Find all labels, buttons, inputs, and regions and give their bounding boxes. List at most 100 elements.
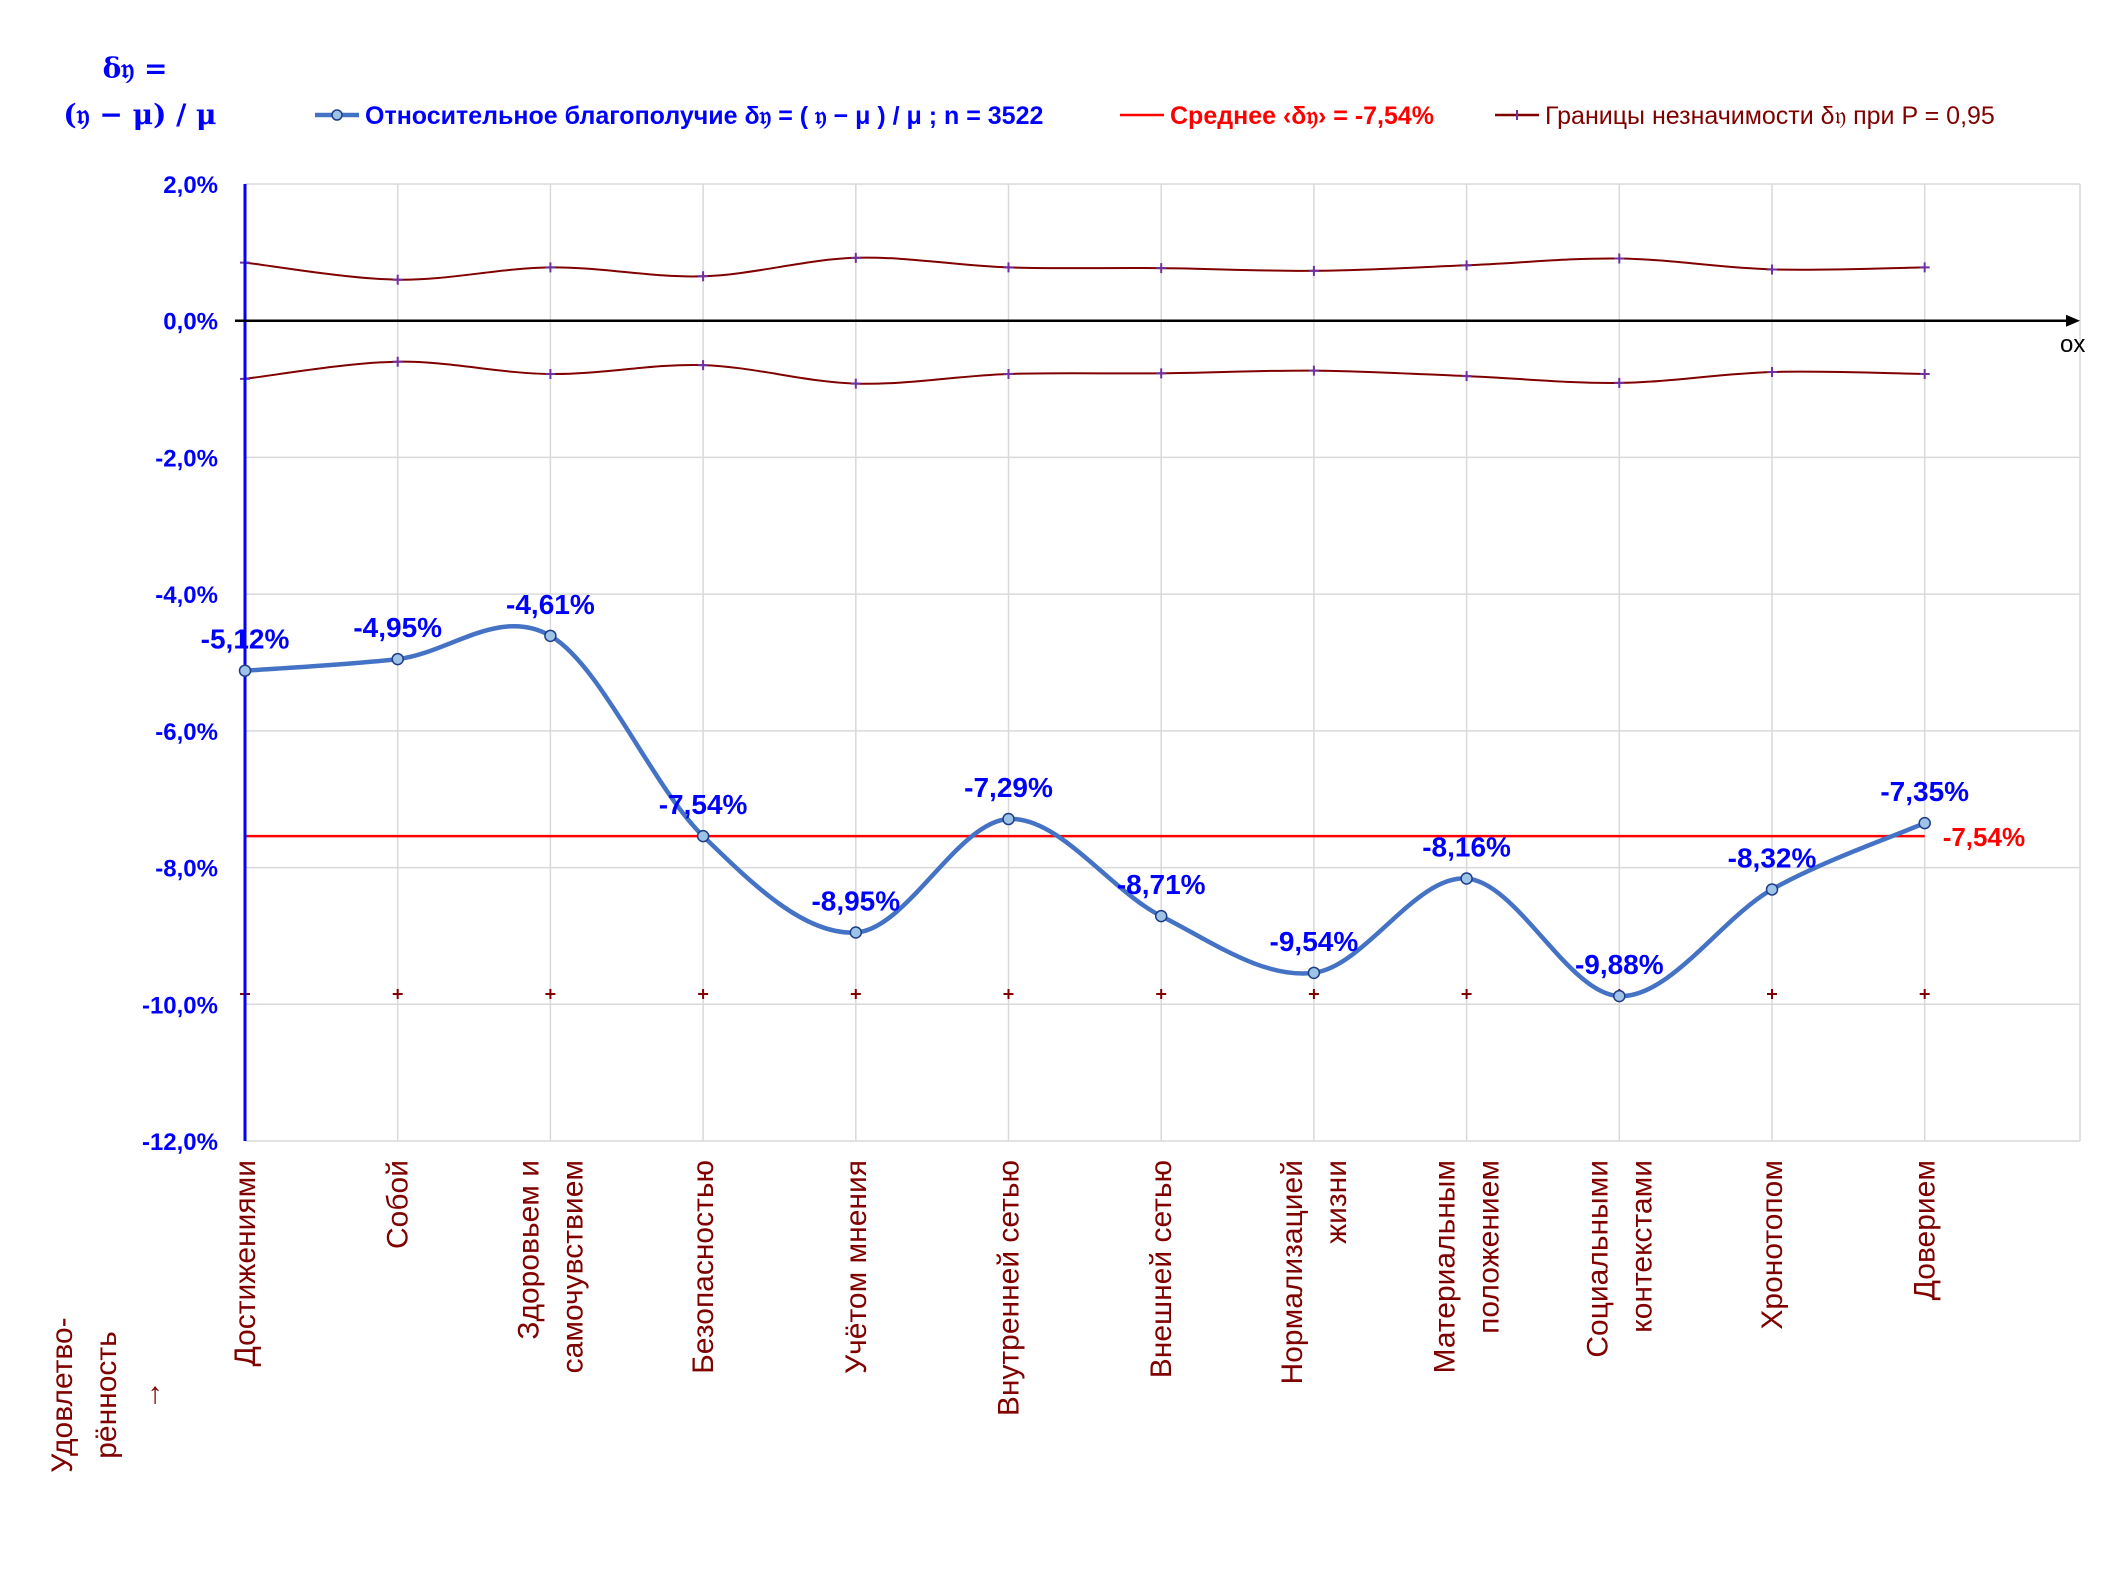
category-label-line: Достижениями: [229, 1160, 262, 1367]
lower-bound-marker: [1614, 377, 1625, 388]
main-series: [238, 623, 1931, 1003]
ox-label: ox: [2060, 331, 2085, 358]
data-label: -8,71%: [1117, 869, 1206, 900]
legend-item-label: Среднее ‹δ𝔶› = -7,54%: [1170, 102, 1434, 130]
data-point: [696, 829, 710, 843]
data-point: [1002, 812, 1015, 826]
category-label: Хронотопом: [1756, 1160, 1789, 1330]
y-tick-label: 0,0%: [163, 309, 218, 336]
y-tick-label: -12,0%: [142, 1129, 218, 1156]
category-label: Внутренней сетью: [993, 1160, 1026, 1416]
y-tick-label: -6,0%: [155, 719, 218, 746]
insignificance-bounds: [240, 252, 1930, 1000]
bound-row-marker: [545, 989, 556, 1000]
data-point: [1307, 966, 1321, 980]
grid: [244, 183, 2081, 1142]
bound-row-marker: [698, 989, 709, 1000]
category-label-line: самочувствием: [556, 1160, 589, 1373]
category-label: Учётом мнения: [840, 1160, 873, 1374]
bound-row-marker: [1003, 989, 1014, 1000]
x-axis-title-line2: рённость: [90, 1331, 123, 1459]
x-axis-title-arrow: →: [134, 1380, 167, 1410]
data-point: [238, 664, 252, 677]
upper-bound-marker: [1614, 253, 1625, 264]
category-label-line: Внешней сетью: [1145, 1160, 1178, 1378]
category-label-line: Материальным: [1429, 1160, 1462, 1373]
category-label-line: Собой: [382, 1160, 415, 1249]
category-label: Материальным положением: [1429, 1160, 1506, 1373]
legend-item-label: Границы незначимости δ𝔶 при P = 0,95: [1545, 102, 1995, 130]
category-label-line: жизни: [1320, 1160, 1353, 1244]
category-label: Собой: [382, 1160, 415, 1249]
x-axis-title: Удовлетво- рённость →: [46, 1317, 167, 1472]
category-label: Нормализацией жизни: [1276, 1160, 1353, 1384]
x-axis-arrow-icon: [2066, 314, 2080, 327]
upper-bound-marker: [698, 271, 709, 282]
lower-bound-marker: [1461, 371, 1472, 382]
bound-row-marker: [1461, 989, 1472, 1000]
legend-key-marker: [331, 109, 343, 121]
category-label: Доверием: [1909, 1160, 1942, 1300]
data-label: -8,16%: [1422, 832, 1511, 863]
data-label: -7,54%: [659, 789, 748, 820]
bound-row-marker: [1156, 989, 1167, 1000]
category-label-line: Доверием: [1909, 1160, 1942, 1300]
data-point: [391, 652, 404, 666]
y-tick-label: -4,0%: [155, 582, 218, 609]
upper-bound-marker: [392, 274, 403, 285]
y-tick-label: 2,0%: [163, 172, 218, 199]
legend-item-label: Относительное благополучие δ𝔶 = ( 𝔶 − μ …: [365, 102, 1043, 130]
upper-bound-line: [244, 256, 1925, 281]
category-label-line: контекстами: [1625, 1160, 1658, 1333]
lower-bound-line: [244, 360, 1925, 385]
data-label: -7,35%: [1880, 776, 1969, 807]
mean-line: -7,54%: [245, 822, 2025, 852]
x-axis-title-line1: Удовлетво-: [46, 1317, 79, 1472]
lower-bound-marker: [392, 356, 403, 367]
main-series-line: [244, 623, 1926, 999]
bound-row-marker: [392, 989, 403, 1000]
category-label-line: Социальными: [1581, 1160, 1614, 1358]
lower-bound-marker: [1919, 369, 1930, 380]
lower-bound-marker: [1308, 365, 1319, 376]
axes: [235, 184, 2080, 1141]
data-point: [1460, 872, 1473, 885]
data-label: -5,12%: [201, 624, 290, 655]
data-point: [1154, 909, 1168, 923]
upper-bound-marker: [545, 262, 556, 273]
category-label-line: положением: [1473, 1160, 1506, 1334]
y-tick-labels: 2,0% 0,0% -2,0% -4,0% -6,0% -8,0% -10,0% -12,0%: [142, 172, 218, 1156]
legend: Относительное благополучие δ𝔶 = ( 𝔶 − μ …: [315, 102, 1995, 130]
lower-bound-marker: [1767, 366, 1777, 377]
bound-row-marker: [1767, 989, 1777, 1000]
y-tick-label: -2,0%: [155, 445, 218, 472]
category-label: Здоровьем и самочувствием: [512, 1160, 589, 1373]
category-labels: Достижениями Собой Здоровьем и самочувствие…: [229, 1160, 1942, 1416]
data-label: -4,61%: [506, 589, 595, 620]
upper-bound-marker: [1767, 264, 1777, 275]
category-label: Достижениями: [229, 1160, 262, 1367]
category-label: Безопасностью: [687, 1160, 720, 1374]
bound-row-marker: [1919, 989, 1930, 1000]
upper-bound-marker: [1003, 262, 1014, 273]
data-label: -8,32%: [1728, 842, 1817, 873]
lower-bound-marker: [850, 378, 861, 389]
category-label-line: Хронотопом: [1756, 1160, 1789, 1330]
y-axis-title-line1: δ𝔶 =: [103, 52, 168, 85]
data-label: -7,29%: [964, 772, 1053, 803]
upper-bound-marker: [1919, 262, 1930, 273]
data-point: [1918, 816, 1931, 830]
data-point: [849, 926, 863, 939]
lower-bound-marker: [698, 360, 709, 371]
data-label: -9,54%: [1270, 926, 1359, 957]
data-labels: -5,12% -4,95% -4,61% -7,54% -8,95% -7,29% -8,7…: [201, 589, 1970, 980]
y-tick-label: -10,0%: [142, 992, 218, 1019]
upper-bound-marker: [1461, 260, 1472, 271]
lower-bound-marker: [1003, 369, 1014, 380]
category-label-line: Учётом мнения: [840, 1160, 873, 1374]
bound-row-marker: [1308, 989, 1319, 1000]
data-point: [1765, 883, 1779, 896]
category-label: Социальными контекстами: [1581, 1160, 1658, 1358]
